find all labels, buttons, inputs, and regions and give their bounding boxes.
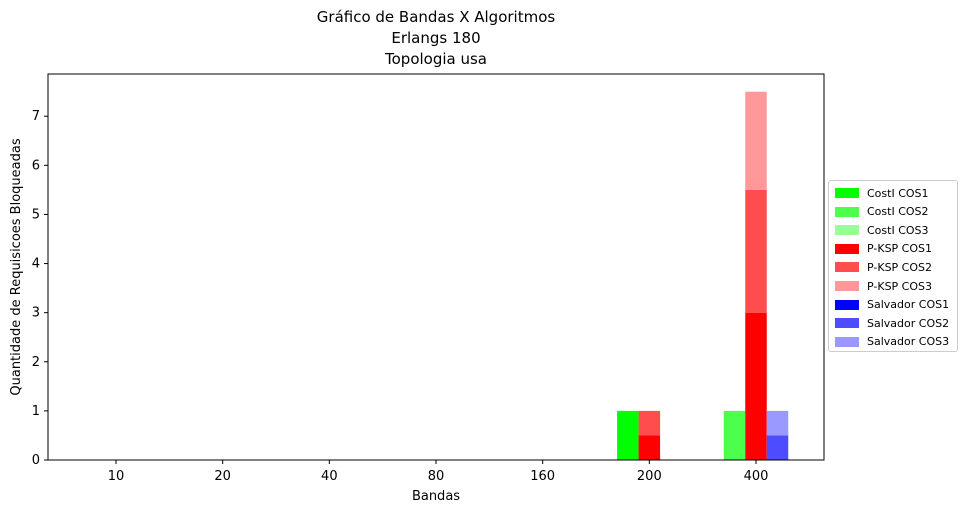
x-tick-label-80: 80 <box>428 469 445 484</box>
legend-label: P-KSP COS2 <box>867 260 933 274</box>
y-tick-label-4: 4 <box>32 257 40 272</box>
chart-title-line-2: Erlangs 180 <box>391 29 481 47</box>
bar-pksp-cos1-200 <box>638 435 661 460</box>
chart-title-line-1: Gráfico de Bandas X Algoritmos <box>316 8 556 26</box>
bar-pksp-cos3-400 <box>745 91 767 190</box>
legend-item: CostI COS1 <box>835 186 929 200</box>
y-tick-label-2: 2 <box>32 355 40 370</box>
bar-salvador-cos3-400 <box>766 410 789 436</box>
legend-swatch <box>835 225 859 236</box>
x-tick-label-200: 200 <box>637 469 662 484</box>
y-tick-label-1: 1 <box>32 404 40 419</box>
legend-label: Salvador COS3 <box>867 335 950 349</box>
x-axis-label: Bandas <box>412 489 460 504</box>
chart-title-line-3: Topologia usa <box>385 50 487 68</box>
legend-swatch <box>835 243 859 254</box>
legend-item: P-KSP COS3 <box>835 279 932 293</box>
legend-item: CostI COS2 <box>835 205 929 219</box>
x-tick-label-160: 160 <box>530 469 555 484</box>
bar-costi-cos2-400 <box>723 410 746 460</box>
y-tick-label-7: 7 <box>32 109 40 124</box>
bar-salvador-cos2-400 <box>766 435 789 460</box>
legend-label: CostI COS2 <box>867 205 929 219</box>
legend-swatch <box>835 262 859 273</box>
legend-item: Salvador COS2 <box>835 316 949 330</box>
x-tick-label-10: 10 <box>108 469 125 484</box>
x-tick-label-400: 400 <box>744 469 769 484</box>
legend-swatch <box>835 281 859 291</box>
bar-pksp-cos2-400 <box>745 189 767 313</box>
legend-label: Salvador COS1 <box>867 298 950 312</box>
y-tick-label-6: 6 <box>32 158 40 173</box>
legend-swatch <box>835 299 859 310</box>
legend-label: Salvador COS2 <box>867 316 950 330</box>
bar-pksp-cos1-400 <box>745 312 767 460</box>
bar-pksp-cos2-200 <box>638 410 661 436</box>
legend-label: CostI COS1 <box>867 186 929 200</box>
legend-item: Salvador COS3 <box>835 335 949 349</box>
chart-legend: CostI COS1 CostI COS2 CostI COS3 P-KSP COS1… <box>828 180 958 352</box>
x-tick-label-20: 20 <box>214 469 231 484</box>
x-tick-label-40: 40 <box>321 469 338 484</box>
legend-item: P-KSP COS1 <box>835 242 932 256</box>
y-tick-label-0: 0 <box>32 453 40 468</box>
legend-swatch <box>835 188 859 198</box>
legend-label: P-KSP COS1 <box>867 242 933 256</box>
plot-frame <box>47 73 825 461</box>
legend-swatch <box>835 206 859 217</box>
legend-label: CostI COS3 <box>867 223 929 237</box>
legend-swatch <box>835 318 859 329</box>
legend-item: CostI COS3 <box>835 223 929 237</box>
legend-item: Salvador COS1 <box>835 298 949 312</box>
y-axis-label: Quantidade de Requisicoes Bloqueadas <box>9 138 24 395</box>
y-tick-label-5: 5 <box>32 207 40 222</box>
legend-swatch <box>835 336 859 347</box>
legend-label: P-KSP COS3 <box>867 279 933 293</box>
y-tick-label-3: 3 <box>32 306 40 321</box>
bar-costi-cos1-200 <box>617 410 639 460</box>
legend-item: P-KSP COS2 <box>835 260 932 274</box>
